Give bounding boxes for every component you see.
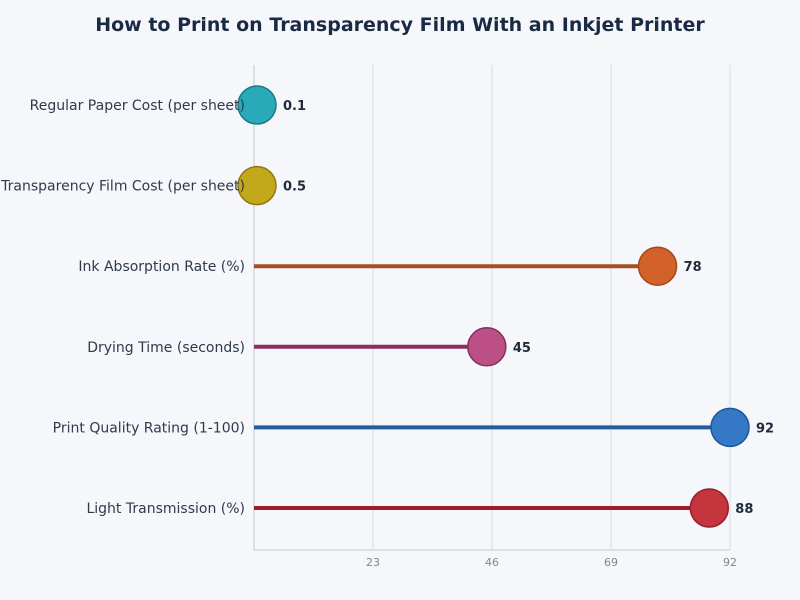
value-label: 88 <box>735 502 753 517</box>
x-tick-label: 69 <box>604 556 618 569</box>
x-tick-label: 23 <box>366 556 380 569</box>
x-tick-label: 46 <box>485 556 499 569</box>
lollipop-dot <box>237 165 277 206</box>
lollipop-dot <box>689 488 730 528</box>
gridlines <box>372 65 731 550</box>
value-label: 45 <box>513 341 531 356</box>
lollipop-dot <box>710 407 750 448</box>
value-label: 0.5 <box>283 180 306 195</box>
category-label: Light Transmission (%) <box>86 501 245 517</box>
x-tick-label: 92 <box>723 556 737 569</box>
category-label: Regular Paper Cost (per sheet) <box>30 98 245 114</box>
category-label: Ink Absorption Rate (%) <box>78 259 245 275</box>
lollipop-dot <box>637 246 678 286</box>
lollipop-dot <box>467 327 507 367</box>
lollipop-dot <box>237 85 277 125</box>
chart-title: How to Print on Transparency Film With a… <box>95 14 705 36</box>
value-label: 92 <box>756 421 774 436</box>
dots <box>237 85 750 528</box>
category-label: Transparency Film Cost (per sheet) <box>0 179 245 195</box>
labels: 23 46 69 92 Regular Paper Cost (per sheet) 0.… <box>0 98 774 569</box>
value-label: 0.1 <box>283 99 306 114</box>
category-label: Print Quality Rating (1-100) <box>53 420 245 436</box>
axes <box>253 65 730 551</box>
value-label: 78 <box>684 260 702 275</box>
category-label: Drying Time (seconds) <box>87 340 245 356</box>
stems <box>254 264 730 510</box>
